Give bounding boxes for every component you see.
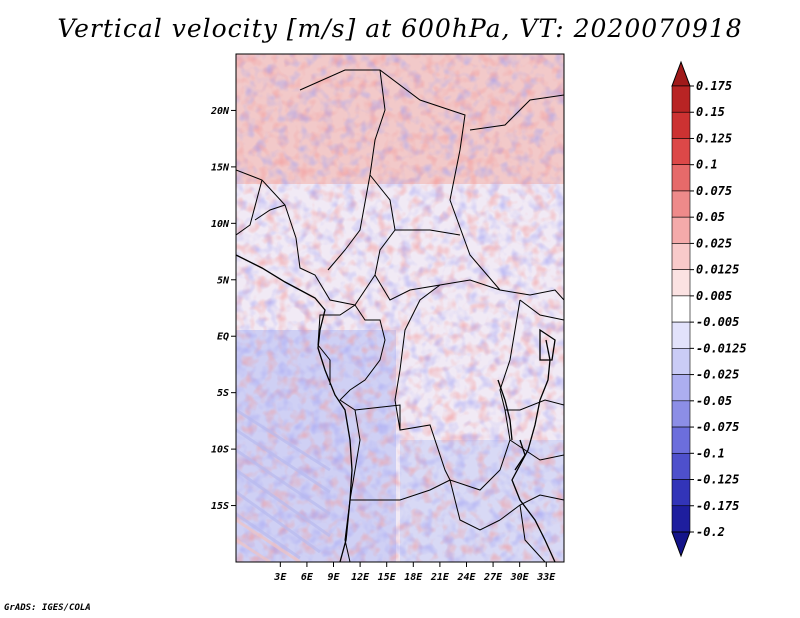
lat-tick-label: 10N [211, 219, 230, 230]
colorbar-label: -0.05 [696, 394, 732, 408]
colorbar-swatch [671, 243, 691, 270]
colorbar-label: -0.2 [696, 525, 725, 539]
lat-tick-label: EQ [217, 332, 229, 343]
lat-tick-label: 5N [217, 275, 230, 286]
colorbar-swatch [671, 348, 691, 375]
lon-tick-label: 21E [430, 572, 450, 583]
lat-tick-label: 15S [211, 501, 229, 512]
lat-tick-label: 15N [211, 162, 230, 173]
lon-tick-label: 33E [536, 572, 556, 583]
lat-tick-label: 20N [210, 106, 230, 117]
colorbar-label: -0.005 [696, 315, 739, 329]
map-frame [235, 53, 565, 563]
colorbar-upper-arrow [671, 60, 691, 87]
colorbar-swatch [671, 269, 691, 297]
colorbar-label: -0.125 [696, 473, 739, 487]
colorbar-swatch [671, 190, 691, 218]
colorbar-swatch [671, 452, 691, 480]
colorbar: 0.175 0.15 0.125 0.1 0.075 0.05 0.025 0.0125 0.0… [671, 60, 747, 558]
colorbar-label: 0.125 [696, 131, 732, 145]
colorbar-swatch [671, 321, 691, 349]
colorbar-label: 0.175 [696, 79, 732, 93]
colorbar-label: 0.05 [696, 210, 725, 224]
colorbar-swatch [671, 400, 691, 428]
lon-tick-label: 27E [483, 572, 503, 583]
colorbar-swatch [671, 85, 691, 113]
latitude-axis: 20N 15N 10N 5N EQ 5S 10S 15S [210, 106, 236, 512]
lon-tick-label: 9E [327, 572, 340, 583]
lat-tick-label: 10S [211, 445, 229, 456]
lat-tick-label: 5S [217, 388, 229, 399]
lon-tick-label: 24E [456, 572, 476, 583]
colorbar-label: -0.175 [696, 499, 739, 513]
colorbar-label: 0.0125 [696, 263, 739, 277]
colorbar-swatch [671, 479, 691, 507]
colorbar-label: 0.005 [696, 289, 732, 303]
colorbar-label: -0.0125 [696, 341, 747, 355]
colorbar-label: 0.025 [696, 236, 732, 250]
map-title: Vertical velocity [m/s] at 600hPa, VT: 2… [57, 14, 743, 43]
colorbar-label: -0.1 [696, 446, 725, 460]
credit-label: GrADS: IGES/COLA [4, 603, 91, 613]
colorbar-swatch [671, 374, 691, 402]
colorbar-label: 0.075 [696, 184, 732, 198]
colorbar-swatch [671, 505, 691, 533]
colorbar-swatch [671, 111, 691, 139]
colorbar-label: 0.15 [696, 105, 725, 119]
map-field [236, 54, 564, 562]
colorbar-swatch [671, 426, 691, 454]
country-borders [236, 69, 564, 562]
colorbar-label: 0.1 [696, 158, 718, 172]
lon-tick-label: 30E [510, 572, 530, 583]
longitude-axis: 3E 6E 9E 12E 15E 18E 21E 24E 27E 30E 33E [273, 562, 556, 583]
lon-tick-label: 15E [378, 572, 397, 583]
lon-tick-label: 3E [273, 572, 287, 583]
lon-tick-label: 18E [404, 572, 423, 583]
colorbar-swatch [671, 164, 691, 192]
coastline [236, 254, 556, 562]
colorbar-lower-arrow [671, 531, 691, 558]
colorbar-swatch [671, 138, 691, 166]
colorbar-label: -0.075 [696, 420, 739, 434]
lon-tick-label: 6E [301, 572, 314, 583]
lon-tick-label: 12E [351, 572, 370, 583]
colorbar-swatch [671, 295, 691, 323]
colorbar-label: -0.025 [696, 368, 739, 382]
colorbar-swatch [671, 216, 691, 244]
